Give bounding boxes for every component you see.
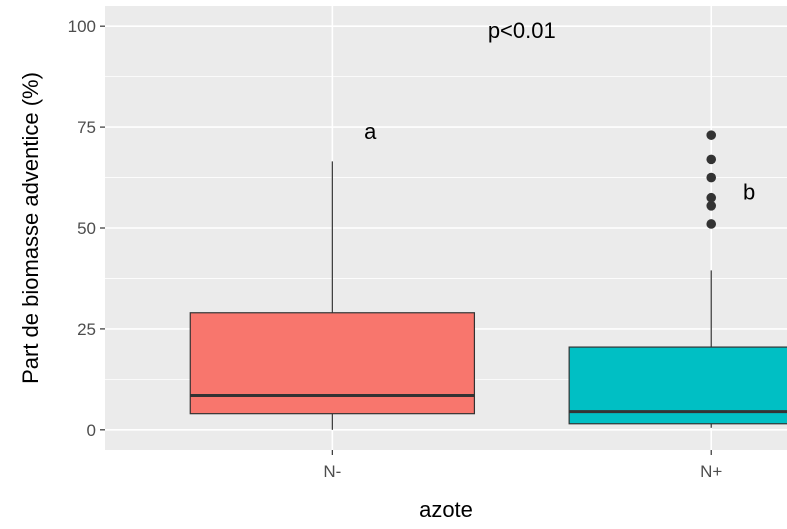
x-axis: N- N+	[323, 450, 722, 481]
annotation-label: a	[364, 119, 377, 144]
outlier-point	[706, 130, 717, 140]
y-tick-label: 100	[68, 17, 96, 36]
boxes	[189, 130, 787, 430]
x-tick-label: N+	[700, 462, 722, 481]
outlier-point	[706, 201, 717, 211]
outlier-point	[706, 192, 717, 203]
y-tick-label: 25	[77, 320, 96, 339]
box-body	[189, 312, 476, 415]
y-tick-label: 50	[77, 219, 96, 238]
y-tick-label: 75	[77, 118, 96, 137]
annotation-label: b	[743, 180, 755, 205]
x-tick-label: N-	[323, 462, 341, 481]
outlier-point	[706, 172, 717, 183]
y-axis: 0 25 50 75 100	[68, 17, 105, 440]
box-group-1	[189, 161, 476, 430]
outlier-point	[706, 219, 717, 229]
y-axis-title: Part de biomasse adventice (%)	[18, 72, 43, 384]
box-group-2	[568, 130, 787, 428]
x-axis-title: azote	[419, 497, 473, 522]
outlier-point	[706, 154, 717, 165]
y-tick-label: 0	[87, 421, 96, 440]
annotations: p<0.01 a b	[364, 18, 755, 204]
annotation-label: p<0.01	[488, 18, 556, 43]
